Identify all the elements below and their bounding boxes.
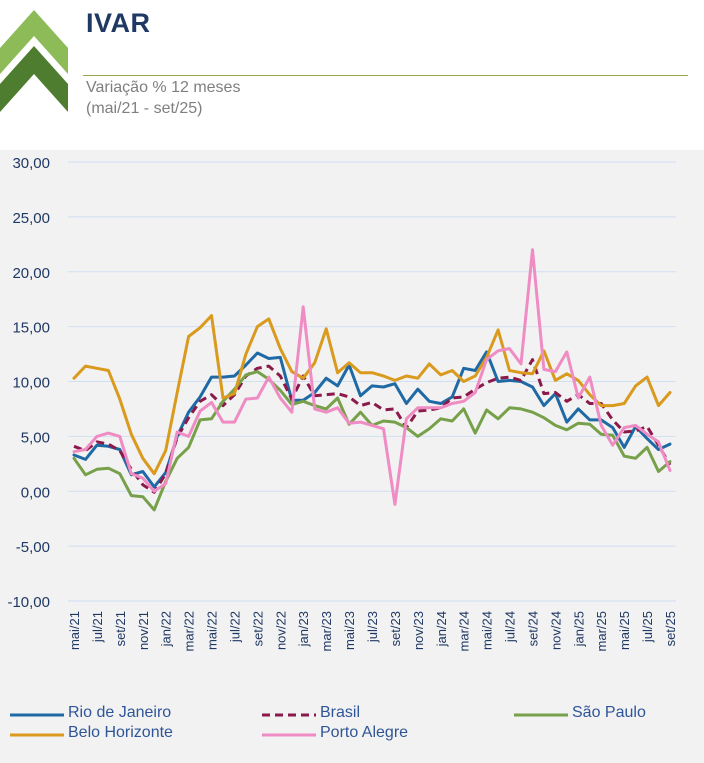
x-tick-label: set/24 xyxy=(525,611,540,646)
x-tick-label: mai/23 xyxy=(342,611,357,650)
series-line-belo-horizonte xyxy=(72,314,672,476)
x-tick-label: mai/25 xyxy=(617,611,632,650)
chart-series xyxy=(72,248,672,512)
x-tick-label: mai/22 xyxy=(205,611,220,650)
y-tick-label: -5,00 xyxy=(16,539,50,556)
x-tick-label: jul/21 xyxy=(90,611,105,643)
y-tick-label: 5,00 xyxy=(21,429,50,446)
x-tick-label: mai/21 xyxy=(67,611,82,650)
y-tick-label: 30,00 xyxy=(12,155,50,172)
x-tick-label: mai/24 xyxy=(480,611,495,650)
x-tick-label: nov/21 xyxy=(136,611,151,650)
subtitle-line-2: (mai/21 - set/25) xyxy=(86,100,203,117)
x-tick-label: jan/23 xyxy=(296,611,311,647)
logo-chevron-upper xyxy=(0,10,68,74)
y-axis-tick-labels: -10,00 -5,00 0,00 5,00 10,00 15,00 20,00 25,00 3… xyxy=(7,155,50,611)
logo-chevron-lower xyxy=(0,46,68,112)
x-tick-label: mar/24 xyxy=(457,611,472,651)
title-divider xyxy=(83,75,688,76)
chevron-logo-icon xyxy=(0,10,68,112)
y-tick-label: -10,00 xyxy=(7,594,50,611)
x-tick-label: nov/24 xyxy=(548,611,563,650)
page-title: IVAR xyxy=(86,8,151,38)
legend-label-sao-paulo: São Paulo xyxy=(572,704,646,721)
y-tick-label: 25,00 xyxy=(12,210,50,227)
x-tick-label: jul/23 xyxy=(365,611,380,643)
legend-item-rio: Rio de Janeiro xyxy=(10,704,230,724)
legend-label-porto-alegre: Porto Alegre xyxy=(320,724,409,741)
legend-item-brasil: Brasil xyxy=(262,704,422,724)
x-tick-label: mar/25 xyxy=(594,611,609,651)
legend-item-belo-horizonte: Belo Horizonte xyxy=(10,724,250,744)
legend-label-brasil: Brasil xyxy=(320,704,361,721)
x-tick-label: jul/25 xyxy=(640,611,655,643)
y-tick-label: 20,00 xyxy=(12,265,50,282)
x-tick-label: mar/23 xyxy=(319,611,334,651)
chart-subtitle: Variação % 12 meses (mai/21 - set/25) xyxy=(86,77,240,119)
x-tick-label: set/21 xyxy=(113,611,128,646)
x-tick-label: set/23 xyxy=(388,611,403,646)
x-tick-label: nov/22 xyxy=(273,611,288,650)
legend-item-sao-paulo: São Paulo xyxy=(514,704,694,724)
x-axis-tick-labels: mai/21 jul/21 set/21 nov/21 jan/22 mar/22 mai/… xyxy=(67,611,678,651)
x-tick-label: set/25 xyxy=(663,611,678,646)
legend-item-porto-alegre: Porto Alegre xyxy=(262,724,462,744)
x-tick-label: mar/22 xyxy=(182,611,197,651)
x-tick-label: jan/24 xyxy=(434,611,449,647)
x-tick-label: jan/25 xyxy=(571,611,586,647)
y-tick-label: 10,00 xyxy=(12,375,50,392)
chart-gridlines xyxy=(68,161,676,602)
y-tick-label: 0,00 xyxy=(21,484,50,501)
subtitle-line-1: Variação % 12 meses xyxy=(86,79,241,96)
legend-label-belo-horizonte: Belo Horizonte xyxy=(68,724,173,741)
series-line-porto-alegre xyxy=(72,248,672,506)
legend-label-rio: Rio de Janeiro xyxy=(68,704,172,721)
series-line-brasil xyxy=(73,358,672,494)
x-tick-label: nov/23 xyxy=(411,611,426,650)
x-tick-label: jul/22 xyxy=(227,611,242,643)
x-tick-label: jul/24 xyxy=(503,611,518,643)
y-tick-label: 15,00 xyxy=(12,320,50,337)
x-tick-label: set/22 xyxy=(250,611,265,646)
chart-area xyxy=(0,150,704,763)
x-tick-label: jan/22 xyxy=(159,611,174,647)
